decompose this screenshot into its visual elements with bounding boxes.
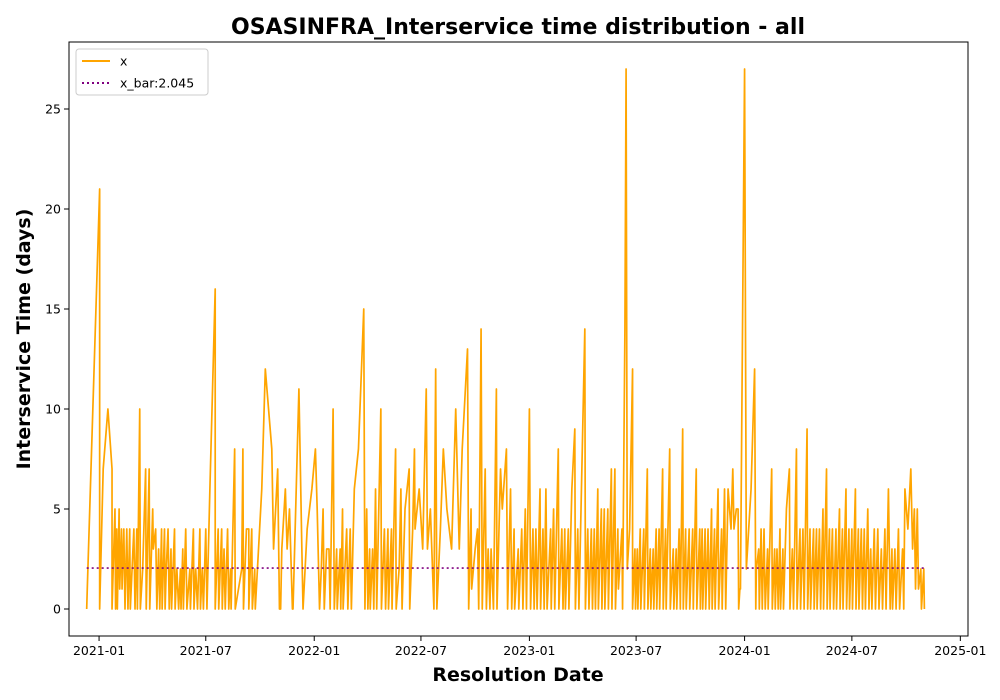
y-tick-label: 20 [45, 202, 61, 217]
series-line-x [85, 68, 926, 610]
x-tick-label: 2021-01 [73, 643, 125, 658]
x-tick-label: 2024-07 [826, 643, 878, 658]
x-tick-label: 2022-07 [395, 643, 447, 658]
x-tick-label: 2022-01 [288, 643, 340, 658]
legend: x x_bar:2.045 [75, 48, 209, 96]
x-tick-label: 2024-01 [718, 643, 770, 658]
y-tick-label: 25 [45, 102, 61, 117]
x-tick-label: 2021-07 [180, 643, 232, 658]
plot-frame [68, 41, 969, 637]
y-tick-label: 10 [45, 402, 61, 417]
x-axis: 2021-01 2021-07 2022-01 2022-07 2023-01 2023-… [73, 636, 986, 658]
legend-label-x: x [120, 54, 127, 69]
y-tick-label: 0 [53, 602, 61, 617]
x-tick-label: 2023-01 [503, 643, 555, 658]
y-tick-label: 15 [45, 302, 61, 317]
legend-label-x-bar: x_bar:2.045 [120, 76, 194, 91]
plot-content [85, 68, 926, 610]
y-axis: 0 5 10 15 20 25 [45, 102, 69, 617]
y-tick-label: 5 [53, 502, 61, 517]
x-tick-label: 2023-07 [610, 643, 662, 658]
chart-title: OSASINFRA_Interservice time distribution… [231, 15, 805, 40]
x-tick-label: 2025-01 [934, 643, 986, 658]
x-axis-label: Resolution Date [432, 664, 603, 686]
y-axis-label: Interservice Time (days) [13, 209, 35, 470]
